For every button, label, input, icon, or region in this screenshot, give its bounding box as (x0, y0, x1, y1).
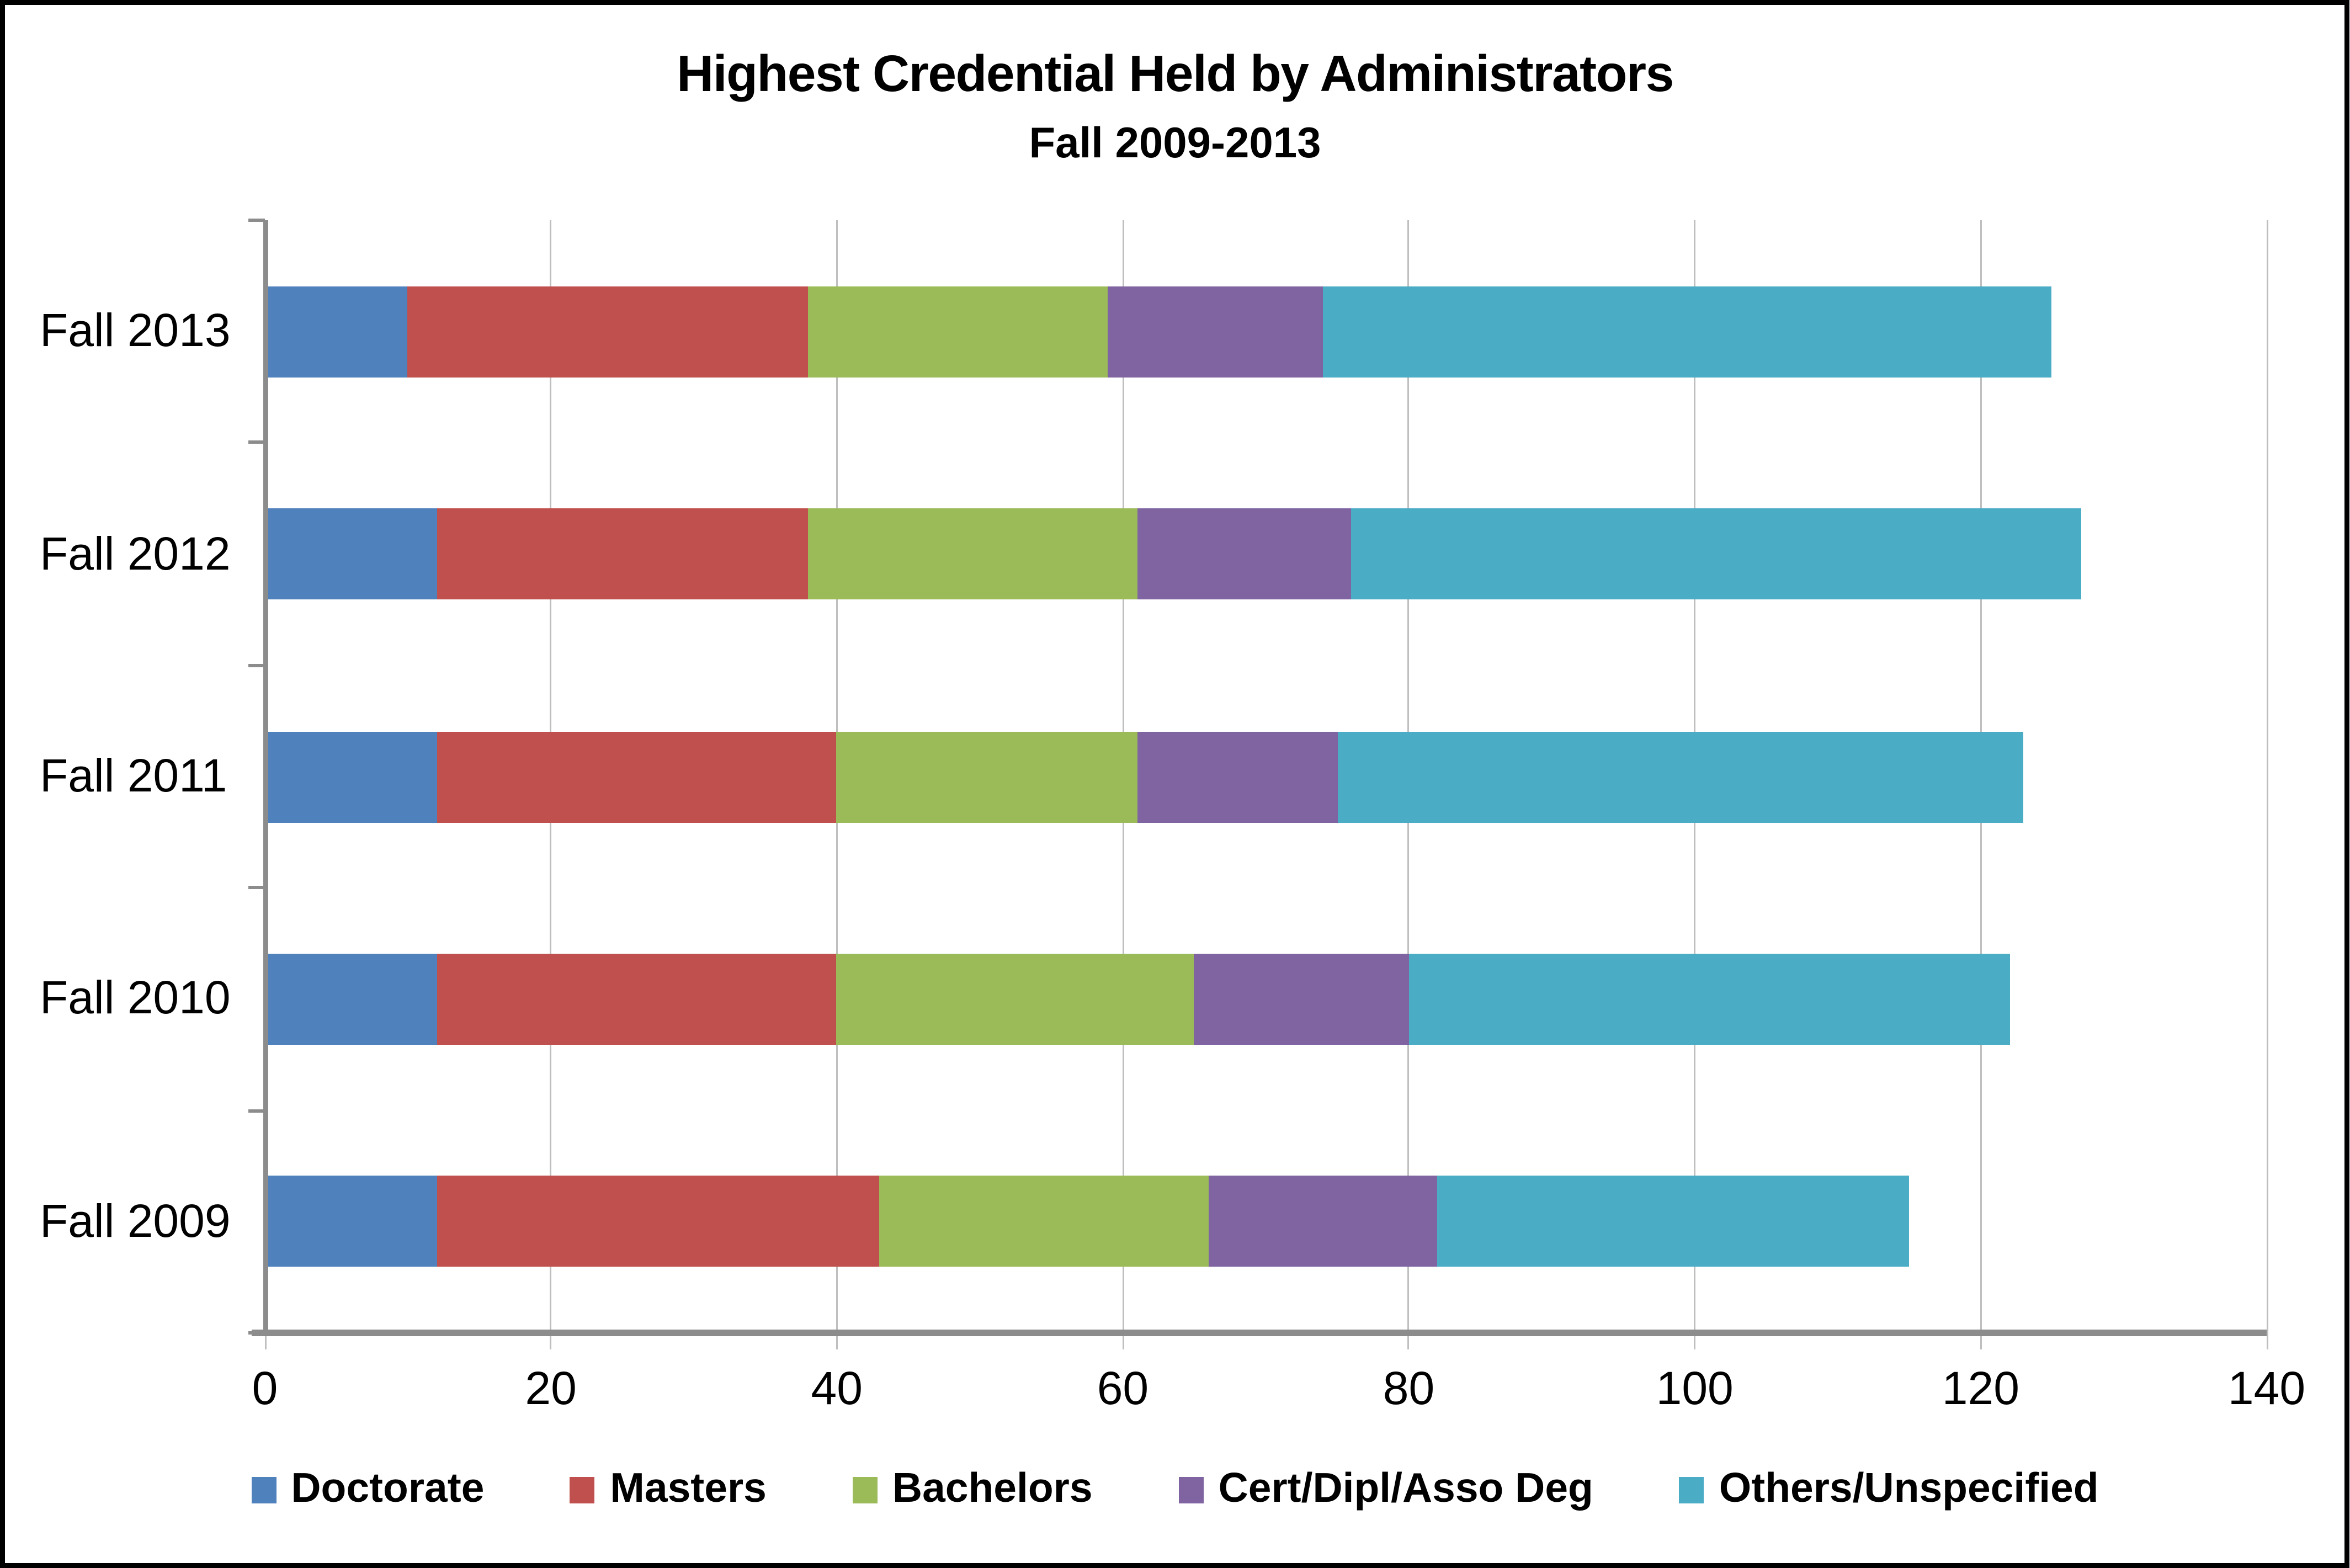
x-axis-tick-label: 20 (525, 1363, 577, 1414)
x-axis-tick-label: 80 (1383, 1363, 1435, 1414)
chart-subtitle: Fall 2009-2013 (1029, 118, 1321, 167)
legend-swatch-bachelors (852, 1476, 878, 1503)
bar-segment-fall-2009-doctorate (265, 1176, 437, 1267)
bar-segment-fall-2010-masters (436, 953, 837, 1045)
bar-segment-fall-2010-others-unspecified (1408, 953, 2009, 1045)
legend-label-bachelors: Bachelors (892, 1465, 1093, 1512)
legend-item-bachelors: Bachelors (852, 1465, 1093, 1513)
bar-segment-fall-2011-cert-dipl-asso-deg (1137, 731, 1337, 822)
chart-area: 0 20 40 60 80 100 120 140 Fall 2013 Fall 2012 Fall… (5, 5, 2345, 1563)
legend-label-others-unspecified: Others/Unspecified (1719, 1465, 2099, 1512)
legend-swatch-masters (570, 1476, 596, 1503)
category-label-fall-2013: Fall 2013 (40, 305, 231, 357)
bar-segment-fall-2011-others-unspecified (1337, 731, 2024, 822)
bar-segment-fall-2010-doctorate (265, 953, 437, 1045)
chart-title: Highest Credential Held by Administrator… (677, 45, 1674, 103)
bar-segment-fall-2013-doctorate (265, 286, 408, 378)
category-label-fall-2012: Fall 2012 (40, 527, 231, 579)
legend-label-masters: Masters (610, 1465, 767, 1512)
bar-segment-fall-2009-masters (436, 1176, 880, 1267)
bar-segment-fall-2011-bachelors (837, 731, 1137, 822)
bar-segment-fall-2013-others-unspecified (1323, 286, 2053, 378)
bar-segment-fall-2009-cert-dipl-asso-deg (1208, 1176, 1438, 1267)
bar-fall-2013 (265, 286, 2267, 378)
plot-area (248, 219, 2268, 1349)
category-label-fall-2009: Fall 2009 (40, 1195, 231, 1247)
bar-fall-2011 (265, 731, 2267, 822)
legend-item-others-unspecified: Others/Unspecified (1679, 1465, 2099, 1513)
y-axis-line (263, 220, 268, 1333)
bar-segment-fall-2012-bachelors (808, 508, 1137, 600)
bar-fall-2010 (265, 953, 2267, 1045)
category-label-fall-2011: Fall 2011 (40, 750, 227, 801)
bar-segment-fall-2013-masters (408, 286, 809, 378)
y-axis-tick (248, 663, 265, 667)
y-axis-tick (248, 1331, 265, 1335)
y-axis-tick (248, 441, 265, 445)
category-label-fall-2010: Fall 2010 (40, 972, 231, 1024)
bar-segment-fall-2009-bachelors (879, 1176, 1209, 1267)
legend-swatch-others-unspecified (1679, 1476, 1704, 1503)
bar-segment-fall-2011-doctorate (265, 731, 437, 822)
bar-fall-2012 (265, 508, 2267, 600)
legend-swatch-doctorate (251, 1476, 277, 1503)
bar-segment-fall-2012-others-unspecified (1351, 508, 2081, 600)
x-axis-tick-label: 120 (1942, 1363, 2019, 1414)
bar-segment-fall-2011-masters (436, 731, 837, 822)
legend: Doctorate Masters Bachelors Cert/Dipl/Asso … (5, 1465, 2345, 1513)
x-axis-tick-label: 60 (1097, 1363, 1149, 1414)
bar-segment-fall-2012-masters (436, 508, 809, 600)
gridline-140 (2266, 220, 2268, 1349)
bar-segment-fall-2012-doctorate (265, 508, 437, 600)
x-axis-tick-label: 140 (2227, 1363, 2306, 1414)
bar-segment-fall-2010-cert-dipl-asso-deg (1194, 953, 1409, 1045)
x-axis-tick-label: 100 (1656, 1363, 1734, 1414)
legend-label-cert-dipl-asso-deg: Cert/Dipl/Asso Deg (1218, 1465, 1593, 1512)
bar-segment-fall-2013-bachelors (808, 286, 1109, 378)
y-axis-tick (248, 219, 265, 222)
bar-segment-fall-2010-bachelors (837, 953, 1194, 1045)
x-axis-line (252, 1330, 2267, 1336)
legend-item-cert-dipl-asso-deg: Cert/Dipl/Asso Deg (1178, 1465, 1593, 1513)
y-axis-tick (248, 886, 265, 890)
legend-swatch-cert-dipl-asso-deg (1178, 1476, 1204, 1503)
legend-label-doctorate: Doctorate (291, 1465, 485, 1512)
bar-segment-fall-2009-others-unspecified (1437, 1176, 1910, 1267)
bar-segment-fall-2013-cert-dipl-asso-deg (1108, 286, 1323, 378)
y-axis-tick (248, 1108, 265, 1112)
x-axis-tick-label: 0 (252, 1363, 278, 1414)
legend-item-doctorate: Doctorate (251, 1465, 484, 1513)
x-axis-tick-label: 40 (811, 1363, 863, 1414)
bar-segment-fall-2012-cert-dipl-asso-deg (1137, 508, 1352, 600)
bar-fall-2009 (265, 1176, 2267, 1267)
legend-item-masters: Masters (570, 1465, 767, 1513)
